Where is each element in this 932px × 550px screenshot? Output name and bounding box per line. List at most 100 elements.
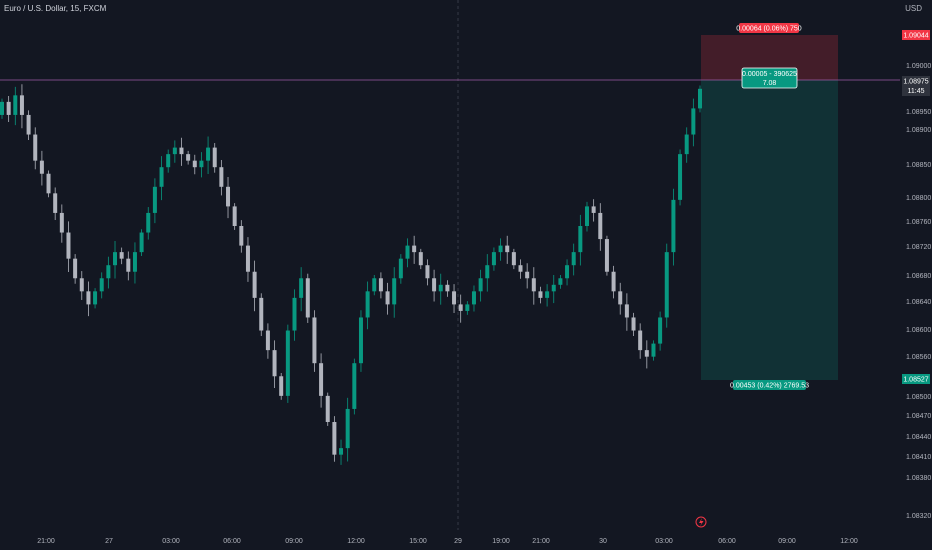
candle-body [365,291,370,318]
candle-body [664,252,669,318]
candle-body [671,199,676,253]
price-tick: 1.08800 [906,195,931,202]
candle-body [265,330,270,351]
price-tick: 1.08600 [906,327,931,334]
chart-title: Euro / U.S. Dollar, 15, FXCM [4,4,107,13]
target-label-text: 0.00453 (0.42%) 2769.53 [730,383,809,390]
time-tick: 09:00 [285,538,303,545]
time-tick: 15:00 [409,538,427,545]
candle-body [565,265,570,279]
candle-body [226,186,231,207]
candle-body [558,278,563,285]
time-tick: 03:00 [162,538,180,545]
target-zone [701,80,838,380]
candle-body [698,88,702,109]
candle-body [172,147,177,155]
candle-body [299,278,304,298]
candle-body [113,252,118,266]
price-tick: 1.08680 [906,273,931,280]
candle-body [571,252,576,266]
countdown-text: 11:45 [908,88,925,95]
entry-label-text-1: 0.00005 - 390625 [742,71,797,78]
price-tick: 1.08640 [906,299,931,306]
candle-body [618,291,623,305]
candle-body [6,101,11,115]
candle-body [186,154,191,161]
time-tick: 09:00 [778,538,796,545]
price-tag-stop-text: 1.09044 [903,33,928,40]
price-tag-stop: 1.09044 [902,30,930,40]
time-tick: 30 [599,538,607,545]
candle-body [358,317,363,364]
candle-body [511,252,516,266]
time-tick: 06:00 [718,538,736,545]
candle-body [219,167,224,187]
candle-body [66,232,71,259]
candle-series [0,84,702,465]
candle-body [678,154,683,200]
candle-body [432,278,437,292]
candle-body [279,376,284,396]
candle-body [584,206,589,226]
candle-body [385,291,390,305]
time-tick: 03:00 [655,538,673,545]
candle-body [26,114,31,135]
price-tick: 1.08720 [906,244,931,251]
candle-body [139,232,144,253]
price-tick: 1.09000 [906,63,931,70]
candle-body [245,245,250,272]
candle-body [478,278,483,292]
candle-body [332,422,337,455]
candle-body [232,206,237,226]
candle-body [531,278,536,292]
candle-body [93,291,98,305]
candle-body [199,160,204,168]
price-axis[interactable]: 1.09000 1.08950 1.08900 1.08850 1.08800 1.087… [906,63,931,520]
candle-body [179,147,184,155]
candle-body [491,252,496,266]
candle-body [312,317,317,364]
candle-body [73,258,78,279]
candle-body [684,134,689,155]
currency-label: USD [905,4,922,13]
candle-body [53,193,58,213]
candle-body [538,291,543,298]
candle-body [86,291,91,305]
candle-body [292,297,297,331]
time-tick: 12:00 [347,538,365,545]
candle-body [458,304,463,311]
candle-body [339,448,344,455]
candle-body [505,245,510,253]
price-tick: 1.08440 [906,434,931,441]
candle-body [79,278,84,292]
candle-body [644,350,649,357]
candle-body [578,226,583,253]
candle-body [59,212,64,233]
price-tick: 1.08900 [906,127,931,134]
candle-body [106,265,111,279]
candle-body [525,271,530,279]
entry-label-text-2: 7.08 [763,80,777,87]
candle-body [611,271,616,292]
candle-body [485,265,490,279]
time-axis[interactable]: 21:00 27 03:00 06:00 09:00 12:00 15:00 29 19:00 2… [37,538,858,545]
candle-body [39,160,44,174]
candle-body [691,108,696,135]
time-tick: 12:00 [840,538,858,545]
candle-body [259,297,264,331]
candle-body [132,252,137,272]
candle-body [126,258,131,272]
lightning-circle-icon[interactable] [695,516,707,528]
candle-body [285,330,290,396]
candle-body [418,252,423,266]
candle-body [405,245,410,259]
candle-body [465,304,470,311]
candle-body [192,160,197,168]
price-tick: 1.08410 [906,454,931,461]
price-tick: 1.08320 [906,513,931,520]
candle-body [378,278,383,292]
price-tick: 1.08380 [906,475,931,482]
candle-body [252,271,257,298]
